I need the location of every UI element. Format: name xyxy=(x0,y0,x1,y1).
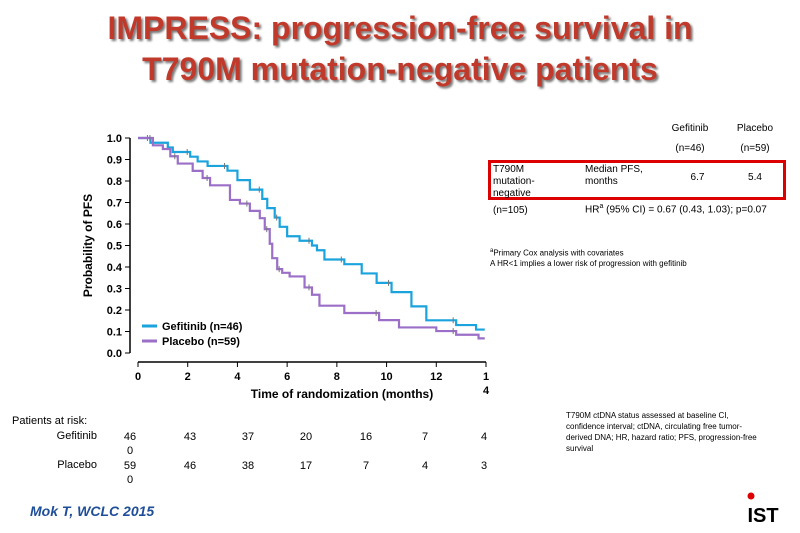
hazard-ratio: HRa (95% CI) = 0.67 (0.43, 1.03); p=0.07 xyxy=(585,201,775,216)
col-gefitinib-n: (n=46) xyxy=(675,143,705,154)
slide-footnote: T790M ctDNA status assessed at baseline … xyxy=(566,411,757,453)
hr-prefix: HR xyxy=(585,204,600,216)
y-tick-label: 0.7 xyxy=(107,198,122,210)
ist-logo: IST xyxy=(747,492,779,526)
col-placebo-n: (n=59) xyxy=(740,143,770,154)
risk-value: 7 xyxy=(421,431,429,443)
risk-value: 17 xyxy=(299,460,313,472)
risk-value: 38 xyxy=(241,460,255,472)
y-tick-label: 0.1 xyxy=(107,327,122,339)
risk-value: 20 xyxy=(299,431,313,443)
table-note: aPrimary Cox analysis with covariates A … xyxy=(490,246,705,269)
note-line-1: Primary Cox analysis with covariates xyxy=(493,248,624,258)
legend-label: Gefitinib (n=46) xyxy=(162,321,243,333)
gefitinib-median-pfs: 6.7 xyxy=(690,172,705,183)
col-placebo-header: Placebo xyxy=(736,123,774,134)
group-n: (n=105) xyxy=(493,205,528,216)
note-line-2: A HR<1 implies a lower risk of progressi… xyxy=(490,258,687,268)
logo-text: IST xyxy=(747,505,778,526)
y-tick-label: 0.8 xyxy=(107,176,122,188)
risk-value: 4 xyxy=(421,460,429,472)
y-tick-label: 0.2 xyxy=(107,305,122,317)
y-tick-label: 0.5 xyxy=(107,241,122,253)
placebo-median-pfs: 5.4 xyxy=(748,172,762,183)
risk-value: 16 xyxy=(359,431,373,443)
x-tick-label: 2 xyxy=(185,371,191,383)
group-label: T790M mutation-negative xyxy=(493,164,535,198)
y-tick-label: 0.4 xyxy=(107,262,123,274)
median-pfs-label: Median PFS, months xyxy=(585,164,643,187)
series-line-gefitinib xyxy=(138,136,485,331)
risk-value: 4 xyxy=(480,431,488,443)
median-pfs-highlight-box xyxy=(488,160,786,200)
x-tick-label: 0 xyxy=(135,371,141,383)
note-superscript: a xyxy=(490,248,494,254)
x-tick-label: 6 xyxy=(284,371,290,383)
risk-table-title: Patients at risk: xyxy=(12,415,88,427)
risk-value: 59 0 xyxy=(123,460,137,486)
citation: Mok T, WCLC 2015 xyxy=(30,503,155,519)
hr-text: (95% CI) = 0.67 (0.43, 1.03); p=0.07 xyxy=(603,204,767,216)
y-axis-label: Probability of PFS xyxy=(81,194,95,297)
y-tick-label: 1.0 xyxy=(107,133,122,145)
x-tick-label: 10 xyxy=(380,371,392,383)
legend-label: Placebo (n=59) xyxy=(162,336,240,348)
risk-value: 37 xyxy=(241,431,255,443)
title-line-1: IMPRESS: progression-free survival in xyxy=(107,10,693,46)
title-line-2: T790M mutation-negative patients xyxy=(142,51,658,87)
x-tick-label: 4 xyxy=(234,371,241,383)
hr-superscript: a xyxy=(599,203,604,210)
risk-value: 46 xyxy=(183,460,197,472)
y-tick-label: 0.9 xyxy=(107,155,122,167)
y-tick-label: 0.3 xyxy=(107,284,122,296)
y-tick-label: 0.0 xyxy=(107,348,122,360)
x-tick-label: 8 xyxy=(334,371,340,383)
risk-label-placebo: Placebo xyxy=(57,459,97,471)
series-line-placebo xyxy=(138,136,485,340)
y-tick-label: 0.6 xyxy=(107,219,122,231)
risk-label-gefitinib: Gefitinib xyxy=(56,430,97,442)
col-gefitinib-header: Gefitinib xyxy=(671,123,709,134)
slide-title: IMPRESS: progression-free survival in T7… xyxy=(0,8,800,90)
risk-value: 46 0 xyxy=(123,431,137,457)
risk-value: 7 xyxy=(362,460,370,472)
x-tick-label: 12 xyxy=(430,371,442,383)
x-axis-label: Time of randomization (months) xyxy=(251,387,433,401)
risk-value: 3 xyxy=(480,460,488,472)
risk-value: 43 xyxy=(183,431,197,443)
